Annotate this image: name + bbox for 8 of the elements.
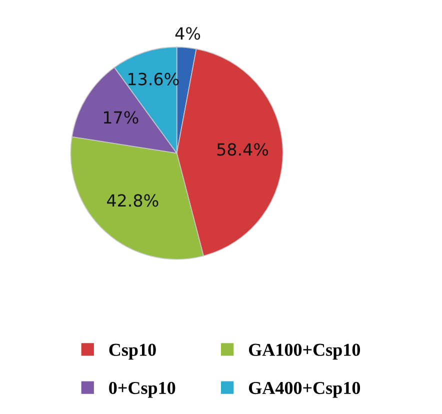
legend-label: Csp10	[109, 344, 156, 360]
legend-label: GA100+Csp10	[248, 344, 360, 360]
data-label: 58.4%	[217, 143, 268, 156]
data-label: 17%	[104, 111, 138, 124]
legend-label: 0+Csp10	[109, 382, 176, 398]
data-label: 42.8%	[107, 194, 158, 207]
legend-label: GA400+Csp10	[248, 382, 360, 398]
data-label: 4%	[175, 27, 200, 40]
